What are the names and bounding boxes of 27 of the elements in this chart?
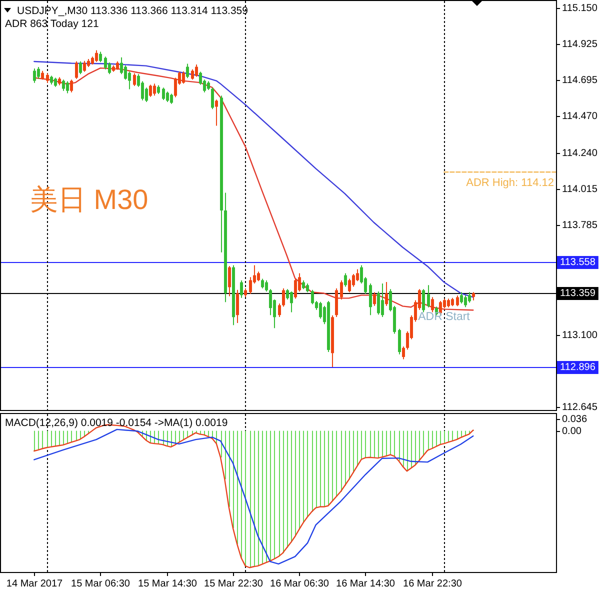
y-tick-label: 115.150 [562,3,598,14]
x-tick-label: 16 Mar 06:30 [270,578,330,590]
ref-line-label: 112.896 [560,362,596,373]
ref-line-label: 113.558 [560,257,596,268]
y-tick-label: 114.240 [562,148,598,159]
x-tick-label: 15 Mar 22:30 [204,578,264,590]
y-tick-label: 114.015 [562,184,598,195]
y-tick-label: 0.036 [562,414,588,425]
y-tick-label: 114.695 [562,75,598,86]
annotation: ADR 863 Today 121 [5,18,99,30]
series-label: ADR High: 114.12 [466,177,554,190]
x-tick-label: 16 Mar 14:30 [336,578,396,590]
chart-title: MACD(12,26,9) 0.0019 -0.0154 ->MA(1) 0.0019 [5,417,228,429]
x-tick-label: 14 Mar 2017 [6,578,64,590]
y-tick-label: 114.470 [562,111,598,122]
y-tick-label: 114.925 [562,39,598,50]
y-tick-label: 112.645 [562,402,598,413]
text: 美日 M30 [30,184,148,215]
x-tick-label: 15 Mar 06:30 [71,578,130,590]
chart-subtitle: USDJPY_,M30 113.336 113.366 113.314 113.359 [17,5,248,17]
ref-line-label: 113.359 [560,288,596,299]
annotation: ADR Start [418,311,471,323]
x-tick-label: 15 Mar 14:30 [138,578,198,590]
y-tick-label: 0.00 [562,426,582,437]
y-tick-label: 113.100 [562,330,598,341]
x-tick-label: 16 Mar 22:30 [403,578,462,590]
y-tick-label: 113.785 [562,220,598,231]
